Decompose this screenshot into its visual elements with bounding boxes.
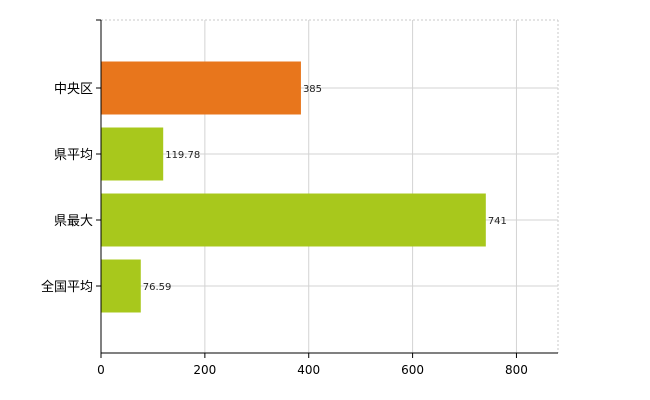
x-tick-label-1: 200 — [193, 363, 216, 377]
data-label-3: 76.59 — [143, 282, 172, 293]
x-tick-label-4: 800 — [505, 363, 528, 377]
data-label-2: 741 — [488, 216, 507, 227]
x-tick-label-2: 400 — [297, 363, 320, 377]
category-label-0: 中央区 — [54, 82, 93, 97]
bar-0 — [101, 61, 301, 115]
data-label-0: 385 — [303, 84, 322, 95]
bar-3 — [101, 259, 141, 313]
axes-group — [96, 19, 558, 358]
bars-group — [101, 61, 486, 313]
category-label-2: 県最大 — [54, 214, 93, 229]
category-label-3: 全国平均 — [41, 279, 93, 295]
bar-1 — [101, 127, 164, 181]
x-tick-label-0: 0 — [97, 363, 105, 377]
data-label-1: 119.78 — [165, 150, 200, 161]
x-tick-label-3: 600 — [401, 363, 424, 377]
category-label-1: 県平均 — [54, 148, 93, 163]
bar-2 — [101, 193, 486, 247]
